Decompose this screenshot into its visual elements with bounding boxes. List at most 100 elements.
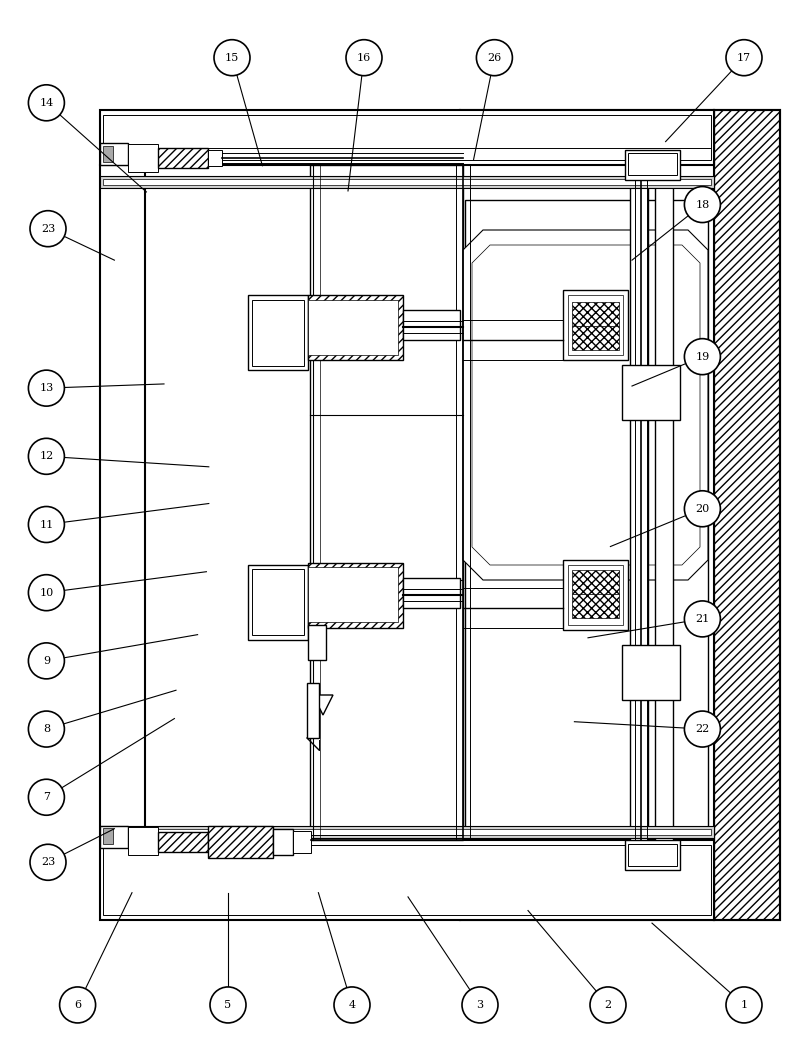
- Bar: [103, 115, 711, 160]
- Circle shape: [30, 844, 66, 880]
- Text: 13: 13: [39, 383, 54, 393]
- Bar: [307, 683, 319, 738]
- Circle shape: [726, 40, 762, 76]
- Bar: [103, 845, 711, 915]
- Bar: [460, 110, 714, 920]
- Bar: [568, 565, 623, 625]
- Bar: [628, 844, 677, 866]
- Circle shape: [29, 643, 64, 679]
- Polygon shape: [313, 695, 333, 715]
- Text: 26: 26: [487, 52, 502, 63]
- Circle shape: [29, 507, 64, 542]
- Text: 23: 23: [41, 223, 55, 234]
- Bar: [714, 110, 780, 920]
- Bar: [308, 625, 326, 660]
- Circle shape: [29, 779, 64, 815]
- Circle shape: [346, 40, 382, 76]
- Circle shape: [29, 575, 64, 611]
- Bar: [625, 840, 680, 870]
- Bar: [308, 295, 403, 360]
- Bar: [572, 570, 619, 594]
- Bar: [103, 146, 113, 162]
- Circle shape: [685, 711, 720, 747]
- Bar: [100, 176, 714, 188]
- Text: 14: 14: [39, 98, 54, 108]
- Bar: [403, 311, 460, 340]
- Bar: [308, 568, 398, 622]
- Bar: [273, 829, 293, 855]
- Circle shape: [685, 601, 720, 637]
- Bar: [563, 290, 628, 360]
- Circle shape: [685, 491, 720, 527]
- Bar: [158, 148, 208, 168]
- Text: 19: 19: [695, 351, 710, 362]
- Circle shape: [29, 438, 64, 474]
- Bar: [208, 826, 273, 858]
- Bar: [714, 110, 780, 920]
- Text: 16: 16: [357, 52, 371, 63]
- Bar: [655, 170, 673, 855]
- Text: 22: 22: [695, 724, 710, 734]
- Text: 6: 6: [74, 1000, 81, 1010]
- Text: 7: 7: [43, 792, 50, 802]
- Circle shape: [29, 370, 64, 406]
- Bar: [100, 840, 714, 920]
- Text: 11: 11: [39, 519, 54, 530]
- Bar: [252, 569, 304, 635]
- Bar: [103, 829, 711, 835]
- Bar: [248, 565, 308, 640]
- Polygon shape: [463, 230, 708, 580]
- Text: 10: 10: [39, 587, 54, 598]
- Circle shape: [210, 987, 246, 1023]
- Circle shape: [29, 711, 64, 747]
- Circle shape: [726, 987, 762, 1023]
- Bar: [628, 153, 677, 175]
- Circle shape: [685, 339, 720, 374]
- Bar: [625, 150, 680, 180]
- Bar: [128, 827, 158, 855]
- Circle shape: [685, 187, 720, 222]
- Text: 3: 3: [477, 1000, 483, 1010]
- Bar: [308, 300, 398, 355]
- Circle shape: [30, 211, 66, 247]
- Text: 15: 15: [225, 52, 239, 63]
- Bar: [568, 295, 623, 355]
- Bar: [100, 165, 145, 840]
- Text: 18: 18: [695, 199, 710, 210]
- Circle shape: [29, 85, 64, 121]
- Bar: [310, 165, 463, 840]
- Bar: [100, 826, 714, 838]
- Text: 2: 2: [605, 1000, 611, 1010]
- Circle shape: [60, 987, 96, 1023]
- Bar: [248, 295, 308, 370]
- Text: 20: 20: [695, 504, 710, 514]
- Bar: [100, 143, 128, 165]
- Text: 5: 5: [225, 1000, 231, 1010]
- Text: 23: 23: [41, 857, 55, 868]
- Circle shape: [334, 987, 370, 1023]
- Bar: [252, 300, 304, 366]
- Bar: [100, 826, 128, 848]
- Bar: [630, 170, 648, 855]
- Text: 12: 12: [39, 451, 54, 462]
- Text: 9: 9: [43, 656, 50, 666]
- Bar: [293, 831, 311, 853]
- Text: 17: 17: [737, 52, 751, 63]
- Circle shape: [462, 987, 498, 1023]
- Bar: [572, 302, 619, 326]
- Bar: [128, 144, 158, 172]
- Bar: [572, 326, 619, 350]
- Bar: [103, 179, 711, 185]
- Bar: [100, 110, 714, 165]
- Bar: [563, 560, 628, 630]
- Circle shape: [590, 987, 626, 1023]
- Bar: [403, 578, 460, 608]
- Bar: [103, 828, 113, 844]
- Text: 8: 8: [43, 724, 50, 734]
- Text: 4: 4: [349, 1000, 355, 1010]
- Bar: [208, 150, 222, 166]
- Bar: [622, 365, 680, 420]
- Circle shape: [477, 40, 512, 76]
- Text: 21: 21: [695, 614, 710, 624]
- Bar: [308, 563, 403, 628]
